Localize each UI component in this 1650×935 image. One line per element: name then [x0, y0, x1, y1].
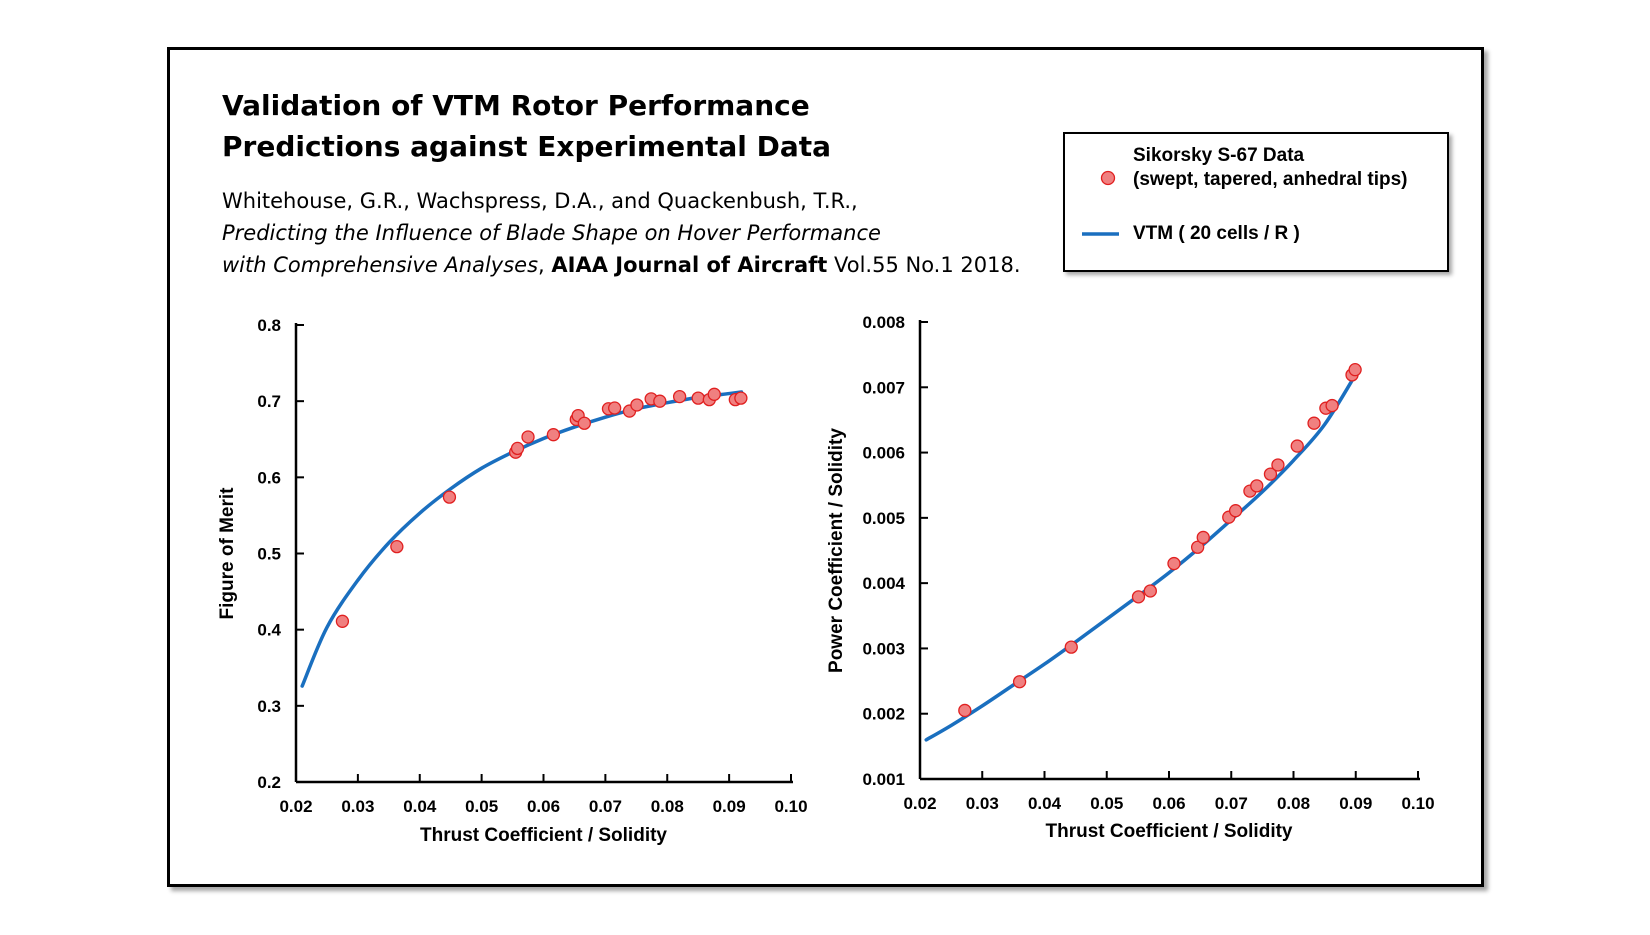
- legend-marker-label-line1: Sikorsky S-67 Data: [1133, 145, 1305, 166]
- legend-marker-label-line2: (swept, tapered, anhedral tips): [1133, 169, 1408, 190]
- slide-title-line1: Validation of VTM Rotor Performance: [222, 89, 810, 122]
- citation-volume: Vol.55 No.1 2018.: [834, 253, 1021, 277]
- citation-paper-title-line2: with Comprehensive Analyses: [222, 253, 539, 277]
- legend-symbols: [1082, 170, 1119, 236]
- citation-paper-title-line1: Predicting the Influence of Blade Shape …: [222, 221, 881, 245]
- legend-line-label: VTM ( 20 cells / R ): [1133, 223, 1300, 244]
- chart-legend: Sikorsky S-67 Data (swept, tapered, anhe…: [1063, 132, 1449, 272]
- citation-journal: AIAA Journal of Aircraft: [551, 253, 828, 277]
- legend-marker-icon: [1100, 170, 1116, 186]
- citation-separator: ,: [538, 253, 545, 277]
- citation: Whitehouse, G.R., Wachspress, D.A., and …: [222, 185, 1021, 281]
- citation-authors: Whitehouse, G.R., Wachspress, D.A., and …: [222, 189, 858, 213]
- slide-title: Validation of VTM Rotor Performance Pred…: [222, 85, 831, 167]
- slide-title-line2: Predictions against Experimental Data: [222, 130, 832, 163]
